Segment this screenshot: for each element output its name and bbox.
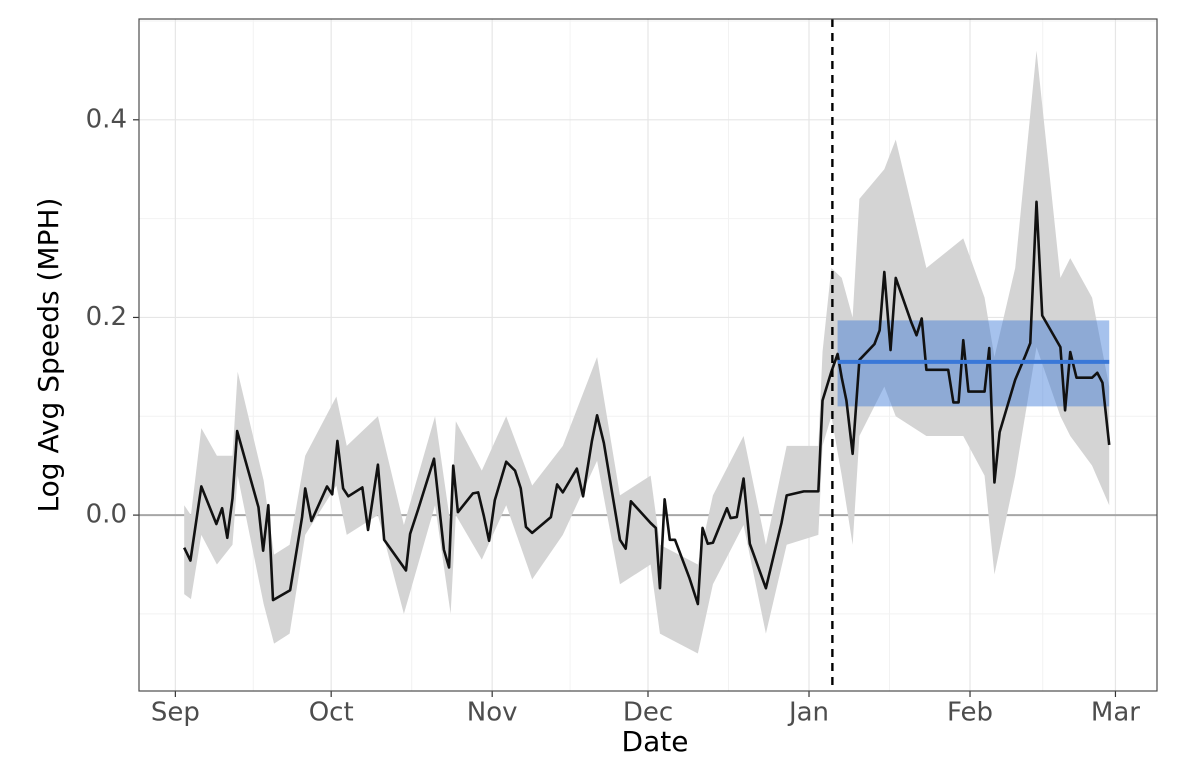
y-tick-label: 0.2 bbox=[86, 302, 127, 332]
x-tick-label: Mar bbox=[1091, 698, 1140, 728]
x-tick-label: Oct bbox=[309, 698, 354, 728]
x-tick-label: Feb bbox=[947, 698, 993, 728]
series-line bbox=[183, 200, 1111, 606]
x-tick-label: Nov bbox=[467, 698, 518, 728]
plot-border bbox=[138, 18, 1158, 692]
x-tick-label: Sep bbox=[151, 698, 200, 728]
confidence-band bbox=[184, 50, 1110, 654]
y-axis-title: Log Avg Speeds (MPH) bbox=[32, 198, 65, 513]
x-tick-label: Dec bbox=[623, 698, 673, 728]
x-axis-title: Date bbox=[622, 725, 689, 758]
y-tick-label: 0.0 bbox=[86, 500, 127, 530]
x-tick-label: Jan bbox=[787, 698, 829, 728]
y-tick-label: 0.4 bbox=[86, 104, 127, 134]
